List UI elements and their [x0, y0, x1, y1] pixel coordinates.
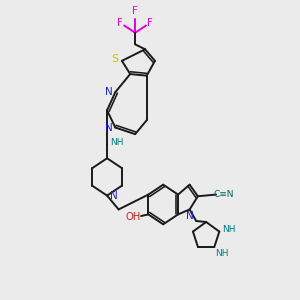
Text: F: F: [147, 18, 153, 28]
Text: NH: NH: [215, 248, 228, 257]
Text: NH: NH: [110, 138, 124, 147]
Text: N: N: [110, 190, 118, 201]
Text: S: S: [111, 54, 118, 64]
Text: F: F: [117, 18, 123, 28]
Text: OH: OH: [126, 212, 141, 222]
Text: NH: NH: [223, 225, 236, 234]
Text: N: N: [105, 87, 112, 97]
Text: N: N: [105, 122, 112, 133]
Text: N: N: [186, 211, 194, 221]
Text: F: F: [132, 6, 138, 16]
Text: C≡N: C≡N: [213, 190, 234, 199]
